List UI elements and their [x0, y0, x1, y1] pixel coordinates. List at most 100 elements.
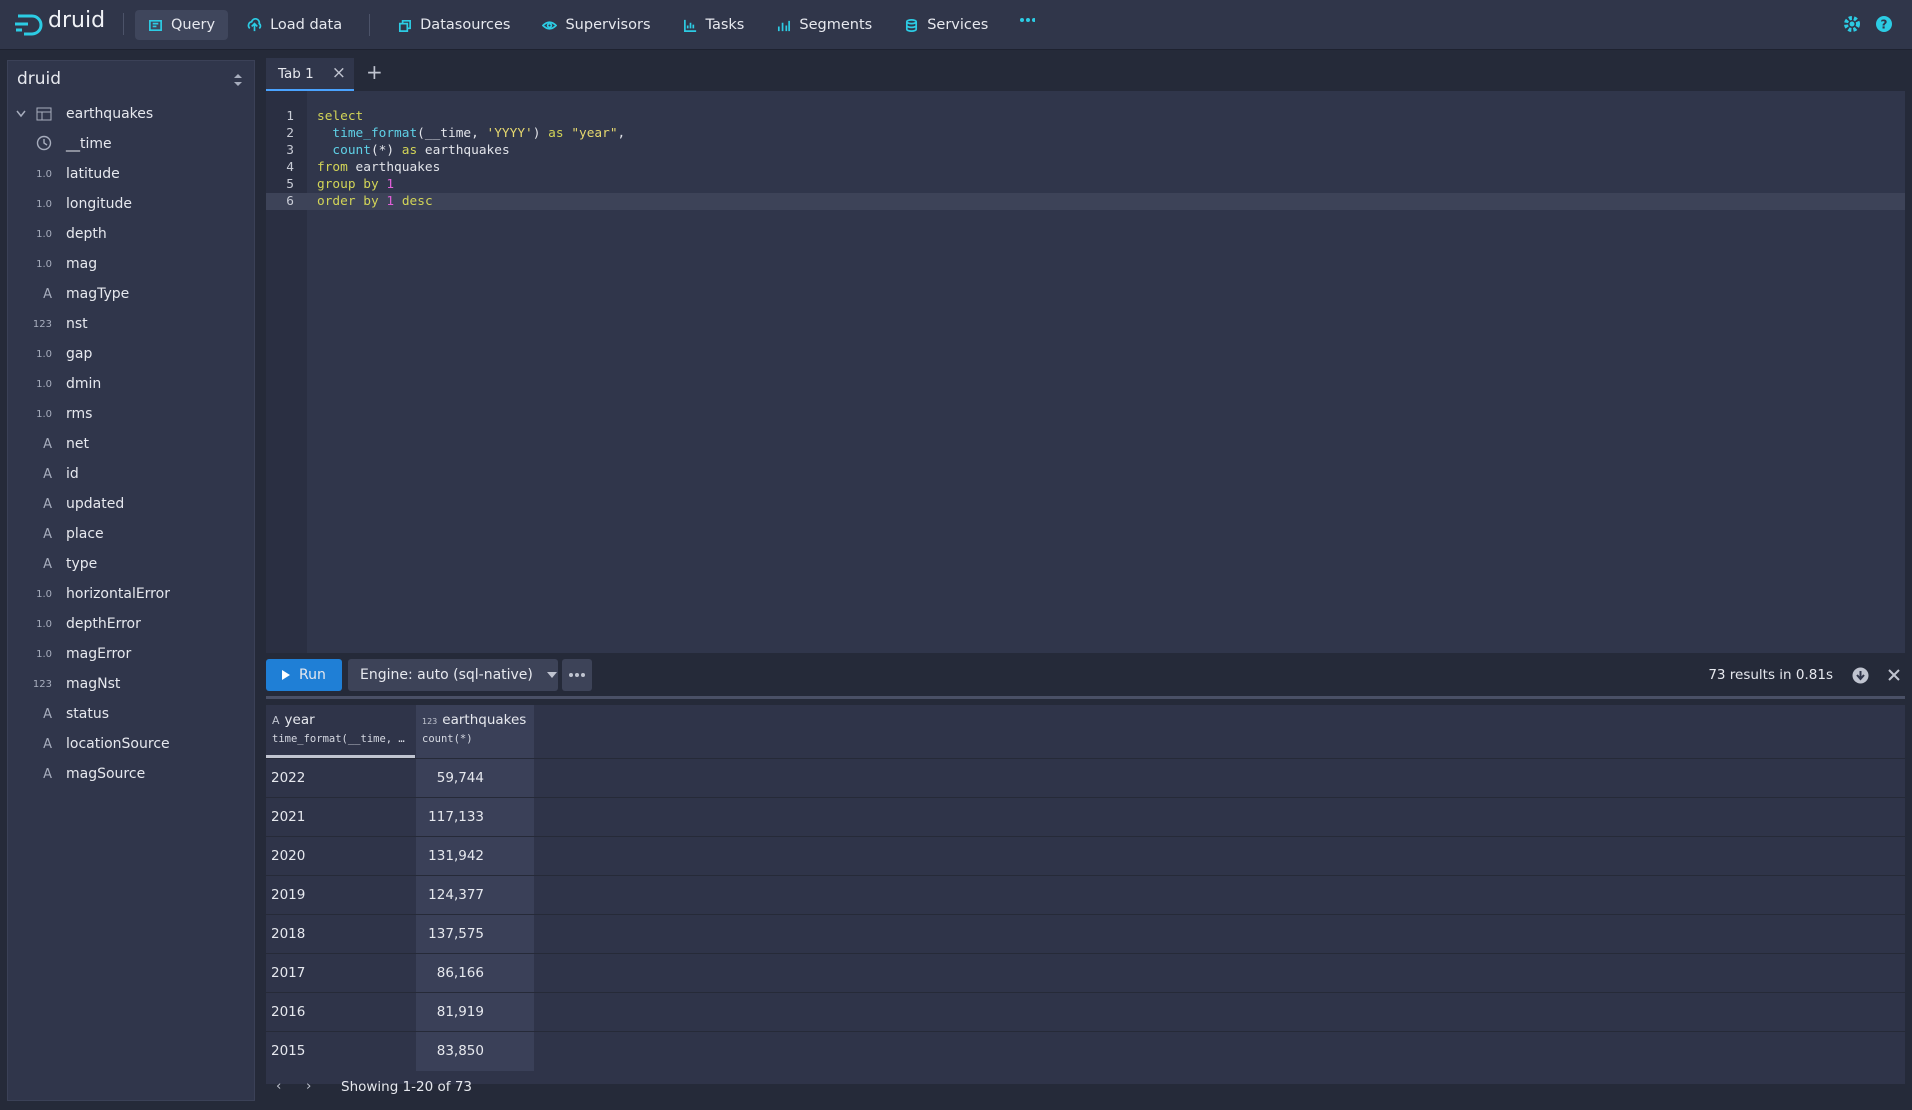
code-line: 5 group by 1 — [266, 176, 1905, 193]
tab-label: Tab 1 — [278, 66, 314, 82]
nav-item[interactable]: Tasks — [670, 10, 758, 40]
cell-value: 2022 — [271, 770, 306, 786]
nav-item[interactable]: Supervisors — [529, 10, 663, 40]
nav-label: Services — [927, 17, 989, 33]
column-name: updated — [66, 496, 125, 512]
nav-label: Query — [171, 17, 216, 33]
column-name: horizontalError — [66, 586, 170, 602]
header-name: 123 earthquakes — [422, 712, 528, 728]
table-row: 2022 59,744 — [266, 758, 1905, 798]
code-line: 6 order by 1 desc — [266, 193, 1905, 210]
column-item[interactable]: 1.0 depthError — [8, 609, 248, 639]
type-badge: A — [43, 736, 52, 752]
cell-value: 131,942 — [428, 848, 484, 864]
separator — [369, 14, 371, 36]
column-header[interactable]: 123 earthquakes count(*) — [416, 705, 534, 758]
table-cell: 83,850 — [416, 1032, 534, 1071]
result-status: 73 results in 0.81s — [1708, 667, 1833, 683]
column-item[interactable]: 1.0 dmin — [8, 369, 248, 399]
table-row: 2019 124,377 — [266, 875, 1905, 915]
sidebar: druid earthquakes __time 1.0 latitude 1.0 lo… — [7, 60, 255, 1101]
run-icon — [282, 670, 290, 680]
table-row: 2020 131,942 — [266, 836, 1905, 876]
nav-item[interactable]: Datasources — [384, 10, 523, 40]
nav-label: Segments — [799, 17, 873, 33]
table-cell: 2018 — [266, 915, 415, 954]
run-button[interactable]: Run — [266, 659, 342, 691]
tab[interactable]: Tab 1 × — [266, 58, 354, 91]
column-item[interactable]: 123 nst — [8, 309, 248, 339]
line-number: 1 — [286, 109, 294, 124]
nav-item[interactable]: Segments — [763, 10, 885, 40]
separator — [123, 13, 124, 35]
column-item[interactable]: 1.0 longitude — [8, 189, 248, 219]
nav-item[interactable]: Services — [891, 10, 1001, 40]
code-text: order by 1 desc — [317, 194, 433, 209]
nav-more[interactable] — [1007, 10, 1048, 40]
type-badge: 1.0 — [36, 198, 52, 210]
table-cell: 2019 — [266, 876, 415, 915]
code-editor[interactable]: 1 select 2 time_format(__time, 'YYYY') as … — [266, 91, 1905, 653]
column-name: id — [66, 466, 79, 482]
cell-value: 2021 — [271, 809, 306, 825]
column-item[interactable]: 1.0 latitude — [8, 159, 248, 189]
type-badge: 1.0 — [36, 258, 52, 270]
type-badge: 1.0 — [36, 228, 52, 240]
tree-icons — [16, 107, 52, 121]
close-tab[interactable]: × — [331, 63, 346, 83]
table-cell: 2016 — [266, 993, 415, 1032]
download-icon[interactable] — [1852, 667, 1869, 684]
column-item[interactable]: 123 magNst — [8, 669, 248, 699]
type-badge: 1.0 — [36, 618, 52, 630]
table-cell: 81,919 — [416, 993, 534, 1032]
column-item[interactable]: __time — [8, 129, 248, 159]
settings-icon[interactable] — [1843, 15, 1861, 33]
code-line: 4 from earthquakes — [266, 159, 1905, 176]
column-item[interactable]: 1.0 depth — [8, 219, 248, 249]
type-badge: 123 — [32, 678, 52, 690]
close-results[interactable] — [1887, 668, 1901, 682]
nav-item[interactable]: Load data — [234, 10, 355, 40]
help-icon[interactable]: ? — [1875, 15, 1893, 33]
engine-select[interactable]: Engine: auto (sql-native) — [348, 659, 558, 691]
nav-label: Supervisors — [565, 17, 651, 33]
column-item[interactable]: 1.0 gap — [8, 339, 248, 369]
column-item[interactable]: 1.0 rms — [8, 399, 248, 429]
table-name: earthquakes — [66, 106, 154, 122]
column-name: mag — [66, 256, 98, 272]
column-name: net — [66, 436, 89, 452]
add-tab[interactable]: + — [366, 60, 383, 84]
more-button[interactable] — [562, 659, 592, 691]
column-item[interactable]: 1.0 horizontalError — [8, 579, 248, 609]
svg-text:?: ? — [1881, 18, 1888, 32]
next-page[interactable]: › — [306, 1078, 312, 1094]
column-name: depthError — [66, 616, 141, 632]
nav-item[interactable]: Query — [135, 10, 229, 40]
prev-page[interactable]: ‹ — [276, 1078, 282, 1094]
table-item[interactable]: earthquakes — [8, 99, 248, 129]
select-arrows[interactable] — [233, 72, 243, 88]
column-name: dmin — [66, 376, 102, 392]
type-badge: A — [272, 714, 280, 727]
cell-value: 2018 — [271, 926, 306, 942]
brand: druid — [48, 8, 106, 33]
column-item[interactable]: 1.0 mag — [8, 249, 248, 279]
column-name: place — [66, 526, 104, 542]
caret — [546, 672, 557, 678]
column-name: magSource — [66, 766, 146, 782]
top-nav: druid Query Load data Datasources Superviso… — [0, 0, 1912, 50]
column-item[interactable]: 1.0 magError — [8, 639, 248, 669]
type-badge: A — [43, 466, 52, 482]
type-badge — [8, 135, 60, 154]
cell-value: 124,377 — [428, 887, 484, 903]
